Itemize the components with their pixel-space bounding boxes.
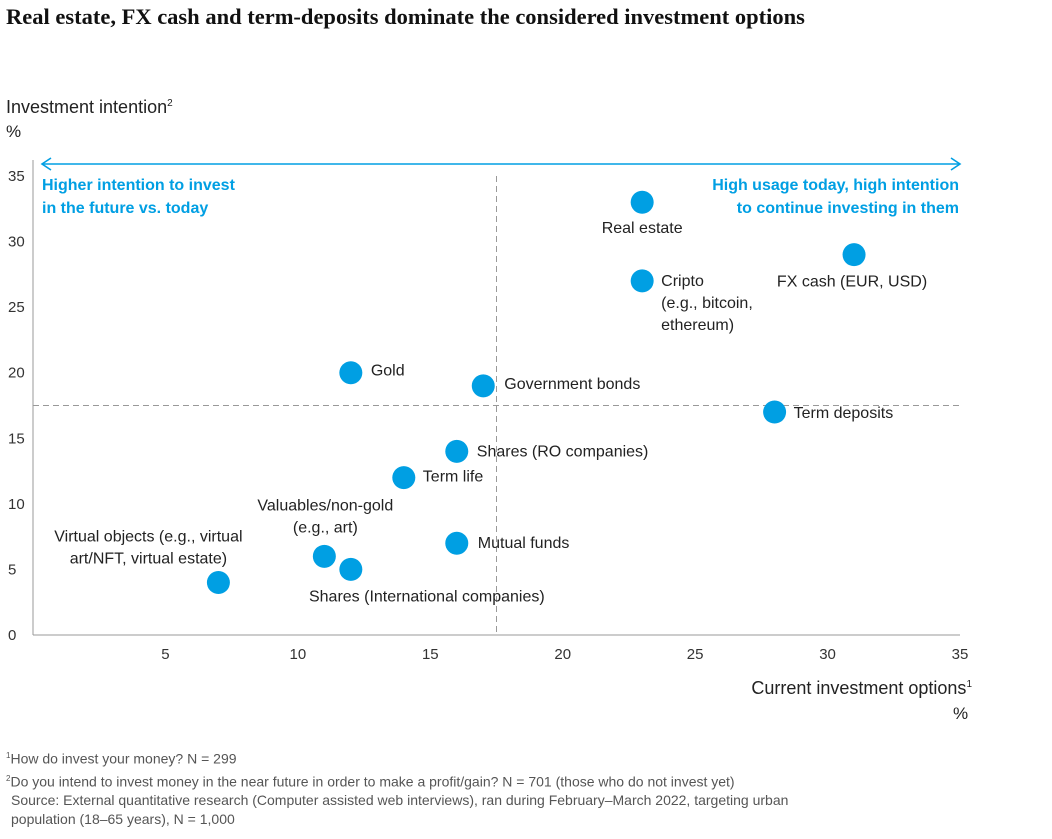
data-label-12-line-2: art/NFT, virtual estate) [70, 551, 227, 568]
y-axis-label: Investment intention2 [6, 97, 173, 118]
data-label-9-line-2: (e.g., art) [293, 519, 358, 536]
x-tick-label-10: 10 [290, 646, 307, 663]
scatter-chart: 0 5 10 15 20 25 30 35 5 10 15 20 25 30 35 Higher intent… [8, 157, 969, 663]
data-point-7 [445, 439, 469, 463]
x-tick-label-20: 20 [554, 646, 571, 663]
data-label-9-line-1: Valuables/non-gold [257, 497, 393, 514]
x-tick-label-30: 30 [819, 646, 836, 663]
y-axis-label-text: Investment intention [6, 97, 168, 117]
x-tick-label-25: 25 [687, 646, 704, 663]
y-tick-label-35: 35 [8, 168, 25, 185]
data-label-7: Shares (RO companies) [477, 443, 649, 460]
quadrant-label-top-right-line-1: High usage today, high intention [712, 177, 959, 194]
y-tick-label-5: 5 [8, 561, 16, 578]
data-point-6 [763, 400, 787, 424]
data-label-2: FX cash (EUR, USD) [777, 274, 927, 291]
x-tick-label-35: 35 [952, 646, 969, 663]
y-tick-label-20: 20 [8, 365, 25, 382]
quadrant-label-top-left-line-2: in the future vs. today [42, 200, 208, 217]
x-axis-label: Current investment options1 [751, 678, 972, 699]
footnote-1-mark: 1 [6, 751, 11, 760]
data-point-4 [339, 361, 363, 385]
data-label-5: Government bonds [504, 376, 640, 393]
footnote-2-text: Do you intend to invest money in the nea… [10, 773, 735, 790]
x-axis-label-text: Current investment options [751, 678, 967, 698]
data-point-10 [445, 531, 469, 555]
data-point-11 [339, 557, 363, 581]
data-point-1 [630, 190, 654, 214]
chart-title: Real estate, FX cash and term-deposits d… [6, 4, 805, 29]
x-axis-unit: % [953, 704, 969, 723]
footnote-2-mark: 2 [6, 773, 11, 783]
data-label-4: Gold [371, 363, 405, 380]
data-point-9 [312, 544, 336, 568]
data-label-1: Real estate [602, 220, 683, 237]
footnote-2: 2Do you intend to invest money in the ne… [6, 769, 788, 792]
data-point-8 [392, 466, 416, 490]
data-label-10: Mutual funds [478, 535, 570, 552]
y-tick-label-25: 25 [8, 299, 25, 316]
data-label-6: Term deposits [794, 405, 894, 422]
data-label-12-line-1: Virtual objects (e.g., virtual [54, 529, 242, 546]
data-point-12 [206, 571, 230, 595]
y-tick-label-0: 0 [8, 627, 16, 644]
x-axis-footnote-mark: 1 [966, 679, 972, 690]
data-point-3 [630, 269, 654, 293]
quadrant-label-top-right-line-2: to continue investing in them [737, 200, 959, 217]
data-label-8: Term life [423, 469, 484, 486]
data-label-3-line-1: Cripto [661, 273, 704, 290]
source-line-2: population (18–65 years), N = 1,000 [11, 811, 235, 828]
top-arrow-left-head [40, 157, 52, 171]
x-tick-label-15: 15 [422, 646, 439, 663]
y-axis-unit: % [6, 122, 22, 141]
top-arrow-right-head [950, 157, 962, 171]
y-tick-label-15: 15 [8, 430, 25, 447]
y-axis-footnote-mark: 2 [167, 98, 173, 109]
data-label-3-line-2: (e.g., bitcoin, [661, 295, 753, 312]
x-tick-label-5: 5 [161, 646, 169, 663]
data-point-2 [842, 243, 866, 267]
y-tick-label-10: 10 [8, 496, 25, 513]
data-point-5 [471, 374, 495, 398]
footnote-1-text: How do invest your money? N = 299 [10, 750, 237, 767]
y-tick-label-30: 30 [8, 234, 25, 251]
footnote-1: 1How do invest your money? N = 299 [6, 746, 788, 769]
data-label-3-line-3: ethereum) [661, 317, 734, 334]
quadrant-label-top-left-line-1: Higher intention to invest [42, 177, 236, 194]
data-label-11: Shares (International companies) [309, 588, 545, 605]
footnotes: 1How do invest your money? N = 299 2Do y… [6, 746, 788, 829]
source-line-1: Source: External quantitative research (… [11, 792, 789, 809]
